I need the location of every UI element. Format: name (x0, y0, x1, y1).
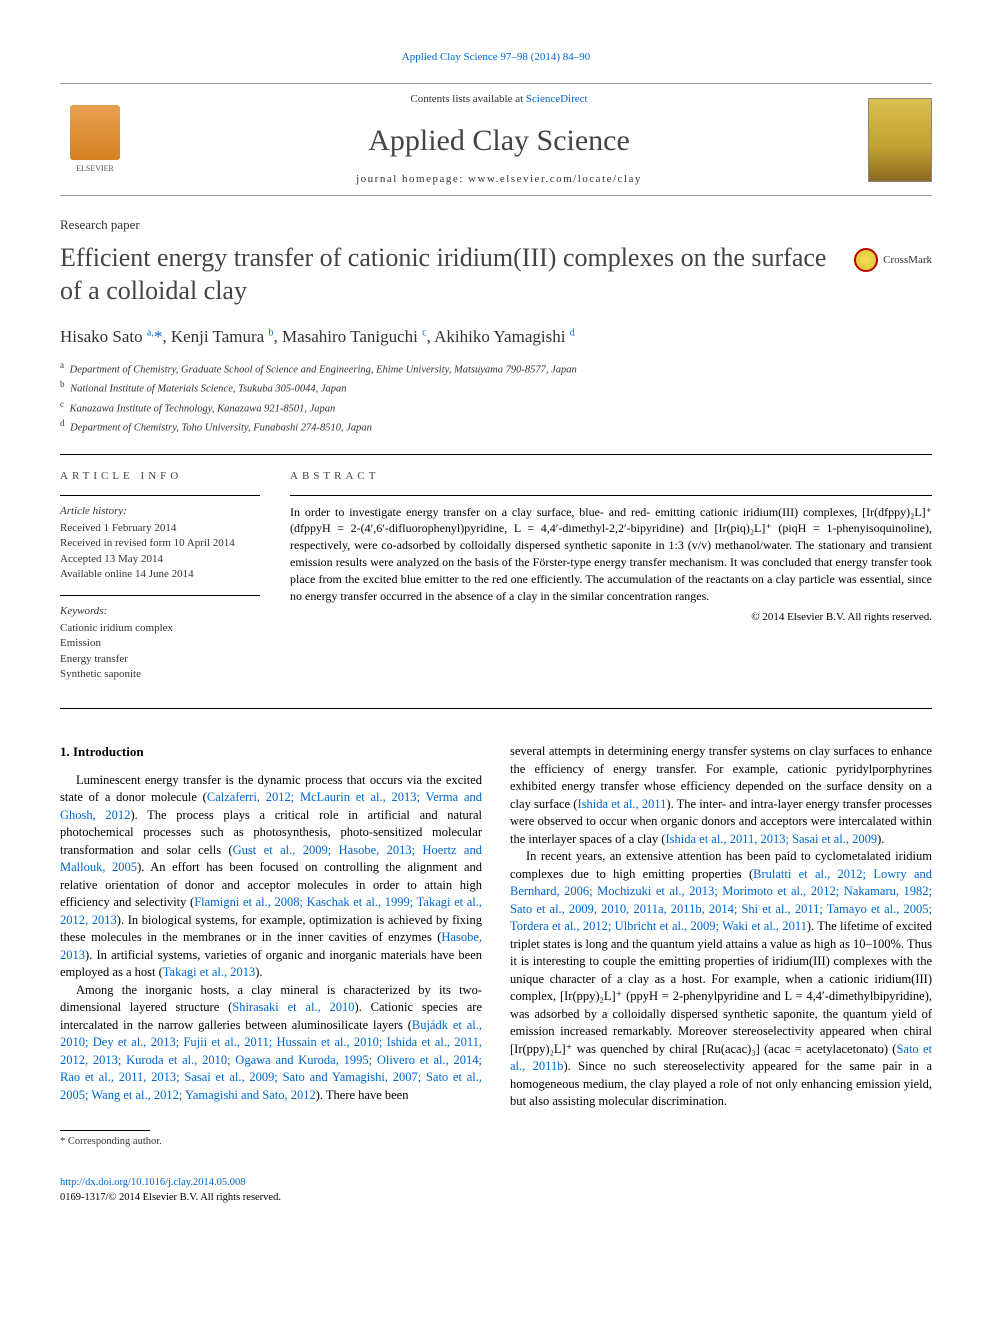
intro-heading: 1. Introduction (60, 743, 482, 761)
history-line: Accepted 13 May 2014 (60, 552, 260, 567)
affiliation-line: c Kanazawa Institute of Technology, Kana… (60, 398, 932, 417)
top-citation: Applied Clay Science 97–98 (2014) 84–90 (60, 50, 932, 65)
affiliation-line: d Department of Chemistry, Toho Universi… (60, 417, 932, 436)
abstract-column: ABSTRACT In order to investigate energy … (290, 469, 932, 694)
divider-top (60, 454, 932, 455)
body-paragraph: Luminescent energy transfer is the dynam… (60, 772, 482, 982)
sciencedirect-link[interactable]: ScienceDirect (526, 93, 588, 105)
body-paragraph: several attempts in determining energy t… (510, 743, 932, 848)
journal-name: Applied Clay Science (130, 120, 868, 162)
homepage-url: www.elsevier.com/locate/clay (468, 173, 642, 185)
doi-link[interactable]: http://dx.doi.org/10.1016/j.clay.2014.05… (60, 1177, 246, 1188)
info-divider (60, 495, 260, 496)
crossmark-badge[interactable]: CrossMark (854, 248, 932, 272)
journal-homepage: journal homepage: www.elsevier.com/locat… (130, 172, 868, 187)
history-line: Available online 14 June 2014 (60, 567, 260, 582)
elsevier-tree-icon (70, 105, 120, 160)
history-label: Article history: (60, 504, 260, 519)
info-abstract-row: ARTICLE INFO Article history: Received 1… (60, 469, 932, 694)
corresponding-author-footnote: * Corresponding author. (60, 1135, 482, 1150)
keyword-line: Cationic iridium complex (60, 621, 260, 636)
history-line: Received 1 February 2014 (60, 521, 260, 536)
top-citation-link[interactable]: Applied Clay Science 97–98 (2014) 84–90 (402, 51, 591, 63)
homepage-prefix: journal homepage: (356, 173, 468, 185)
authors: Hisako Sato a,*, Kenji Tamura b, Masahir… (60, 325, 932, 349)
footnote-rule (60, 1130, 150, 1131)
crossmark-icon (854, 248, 878, 272)
body-paragraph: In recent years, an extensive attention … (510, 848, 932, 1111)
affiliation-line: a Department of Chemistry, Graduate Scho… (60, 359, 932, 378)
article-info-heading: ARTICLE INFO (60, 469, 260, 484)
keyword-line: Synthetic saponite (60, 667, 260, 682)
affiliations: a Department of Chemistry, Graduate Scho… (60, 359, 932, 436)
info-divider-2 (60, 595, 260, 596)
abstract-heading: ABSTRACT (290, 469, 932, 484)
crossmark-label: CrossMark (883, 253, 932, 268)
abstract-text: In order to investigate energy transfer … (290, 504, 932, 605)
elsevier-label: ELSEVIER (76, 163, 114, 174)
body-columns: 1. Introduction Luminescent energy trans… (60, 743, 932, 1205)
title-row: Efficient energy transfer of cationic ir… (60, 242, 932, 307)
intro-text-left: Luminescent energy transfer is the dynam… (60, 772, 482, 1105)
divider-bottom (60, 708, 932, 709)
left-column: 1. Introduction Luminescent energy trans… (60, 743, 482, 1205)
keywords-block: Keywords: Cationic iridium complexEmissi… (60, 604, 260, 683)
keyword-line: Energy transfer (60, 652, 260, 667)
intro-text-right: several attempts in determining energy t… (510, 743, 932, 1111)
keywords-label: Keywords: (60, 604, 260, 619)
elsevier-logo: ELSEVIER (60, 100, 130, 180)
footer: http://dx.doi.org/10.1016/j.clay.2014.05… (60, 1176, 482, 1205)
page: Applied Clay Science 97–98 (2014) 84–90 … (0, 0, 992, 1245)
paper-type: Research paper (60, 216, 932, 234)
affiliation-line: b National Institute of Materials Scienc… (60, 378, 932, 397)
body-paragraph: Among the inorganic hosts, a clay minera… (60, 982, 482, 1105)
keyword-line: Emission (60, 636, 260, 651)
header-center: Contents lists available at ScienceDirec… (130, 92, 868, 187)
article-history-block: Article history: Received 1 February 201… (60, 504, 260, 583)
abstract-copyright: © 2014 Elsevier B.V. All rights reserved… (290, 610, 932, 625)
journal-cover-thumb (868, 98, 932, 182)
contents-available: Contents lists available at ScienceDirec… (130, 92, 868, 107)
issn-copyright: 0169-1317/© 2014 Elsevier B.V. All right… (60, 1192, 281, 1203)
article-info: ARTICLE INFO Article history: Received 1… (60, 469, 260, 694)
right-column: several attempts in determining energy t… (510, 743, 932, 1205)
journal-header: ELSEVIER Contents lists available at Sci… (60, 83, 932, 196)
history-line: Received in revised form 10 April 2014 (60, 536, 260, 551)
paper-title: Efficient energy transfer of cationic ir… (60, 242, 838, 307)
contents-prefix: Contents lists available at (410, 93, 525, 105)
abstract-divider (290, 495, 932, 496)
